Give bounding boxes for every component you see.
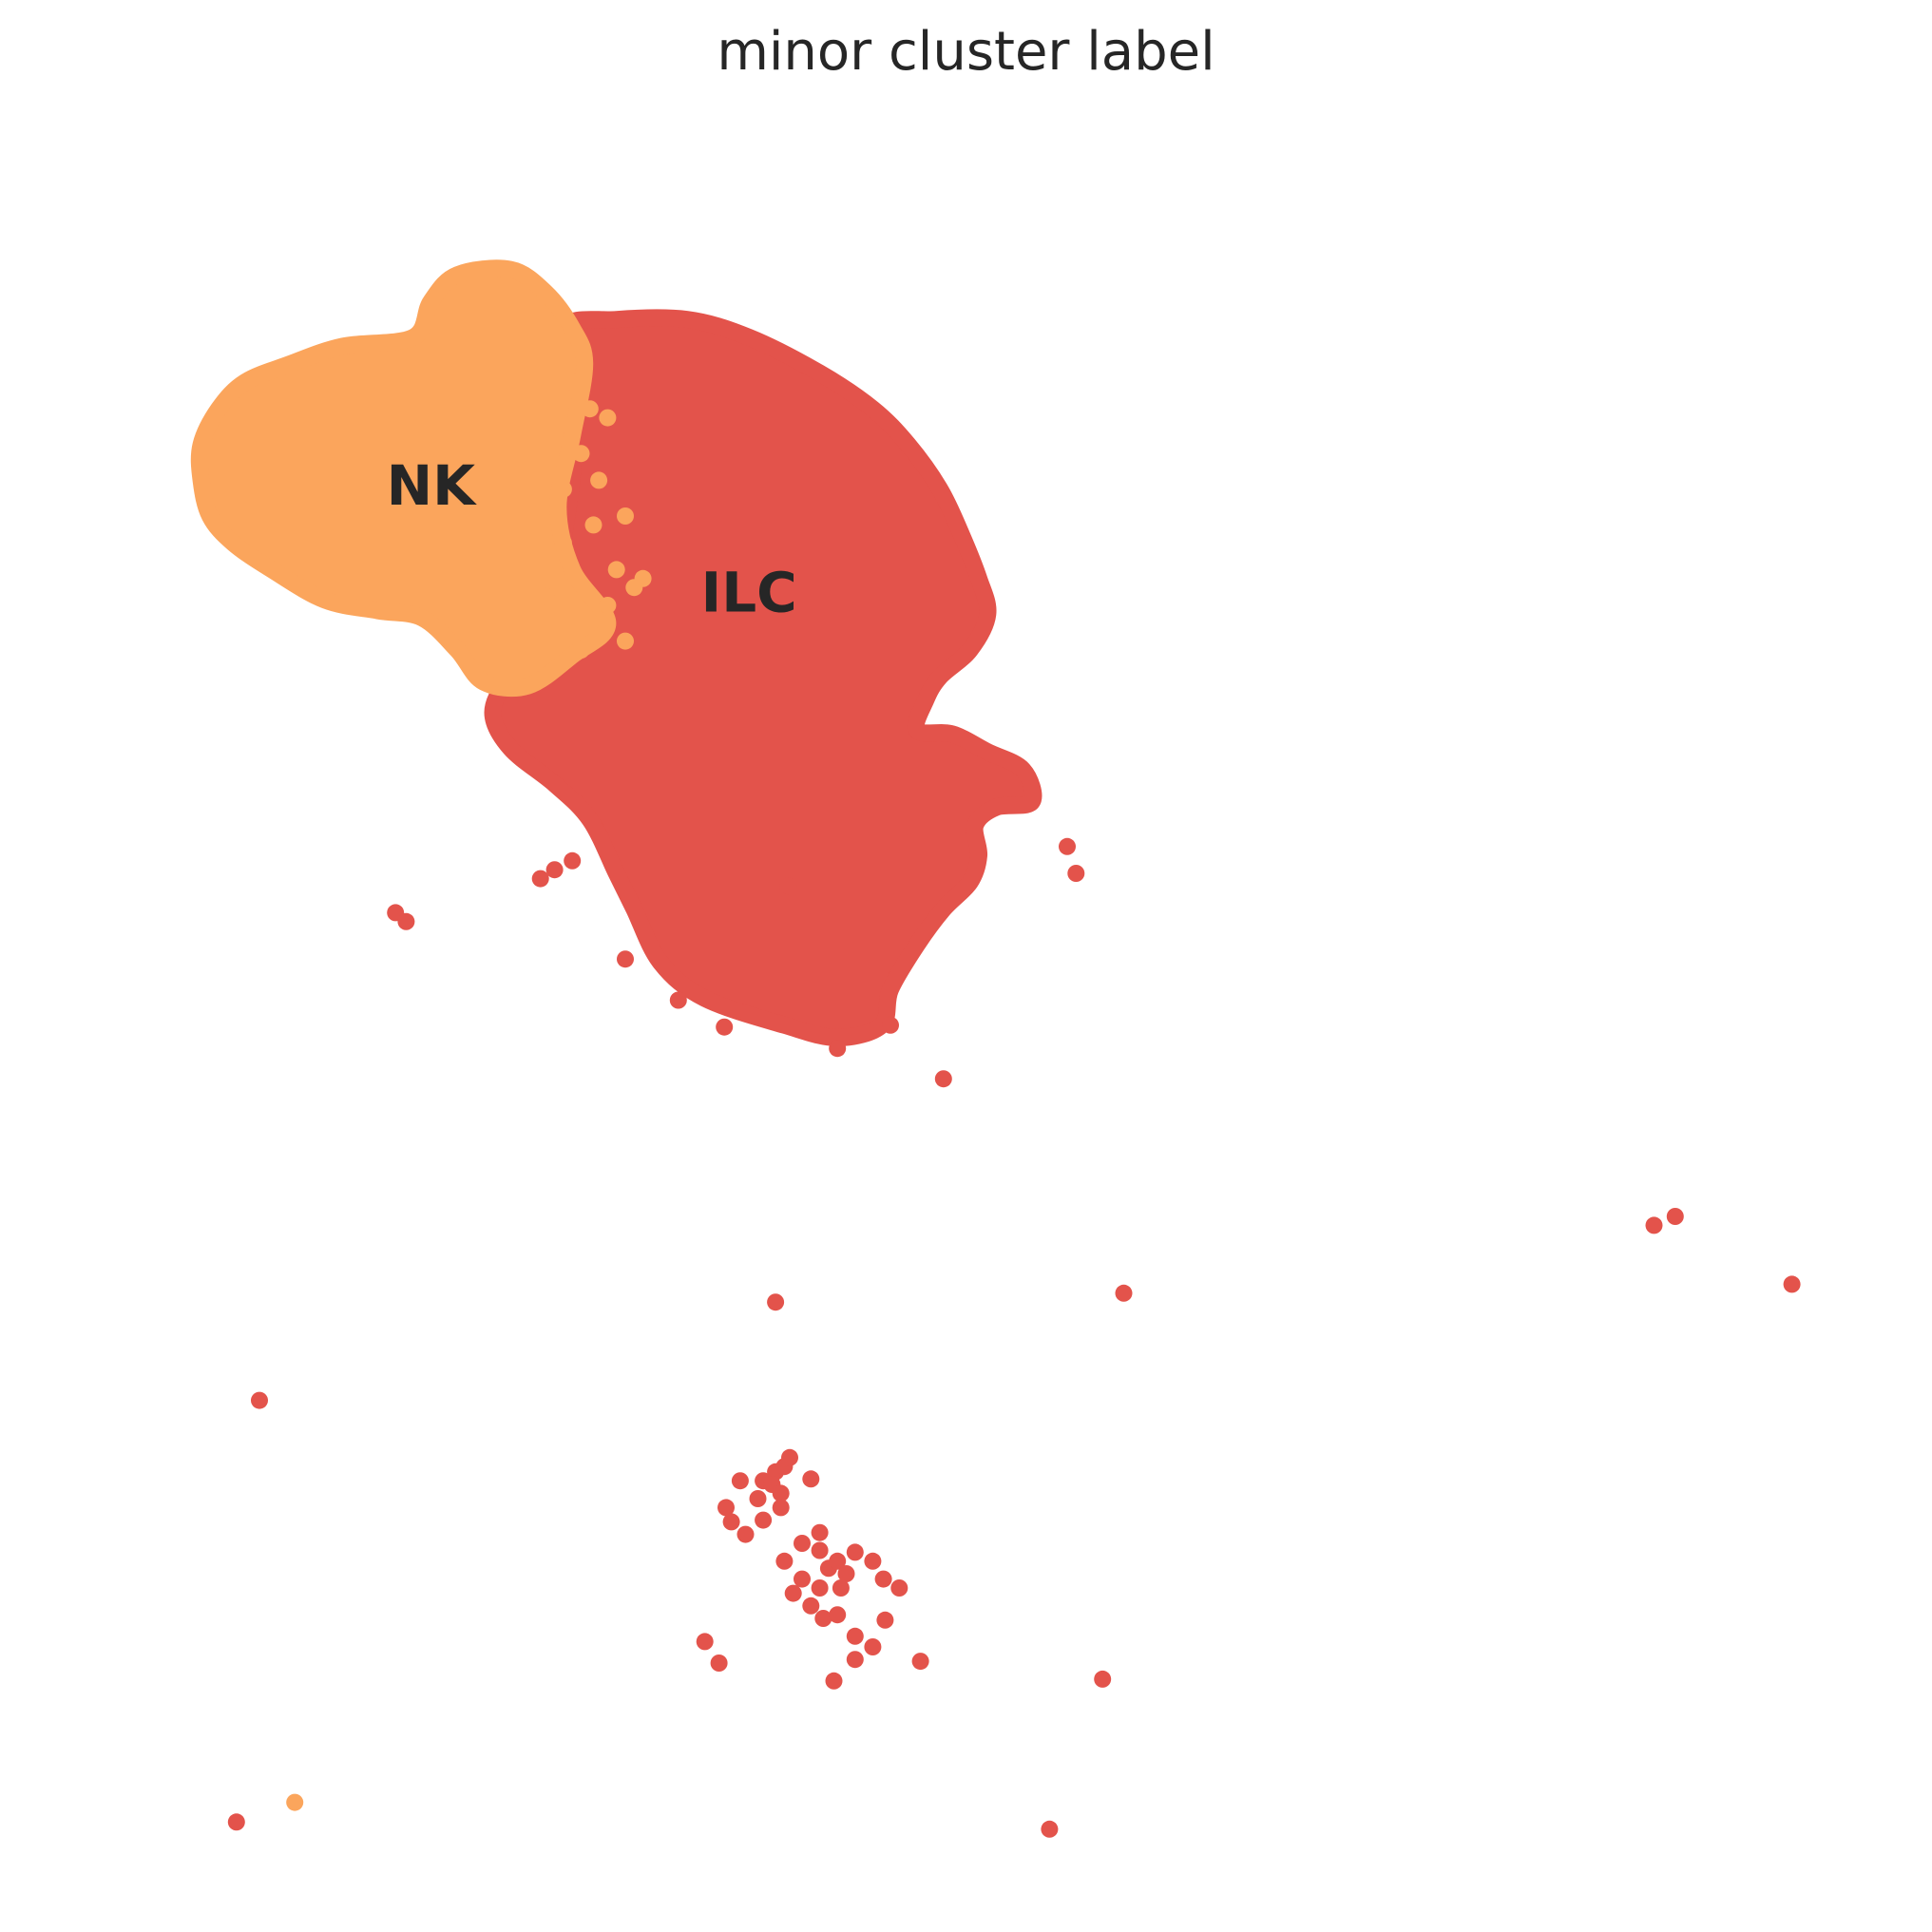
scatter-point — [846, 1651, 864, 1669]
scatter-point — [537, 587, 555, 605]
scatter-point — [846, 1543, 864, 1561]
scatter-point — [794, 1535, 811, 1552]
scatter-point — [717, 1499, 735, 1517]
scatter-point — [564, 851, 582, 870]
chart-title: minor cluster label — [717, 21, 1215, 83]
scatter-point — [554, 534, 572, 552]
scatter-point — [767, 1293, 785, 1311]
cluster-region-nk — [190, 259, 617, 698]
scatter-point — [731, 1472, 749, 1490]
scatter-point — [1041, 1820, 1059, 1838]
scatter-point — [911, 1653, 929, 1671]
scatter-point — [722, 1513, 740, 1531]
scatter-point — [251, 1391, 268, 1409]
scatter-point — [617, 632, 634, 650]
scatter-point — [710, 1655, 728, 1672]
scatter-point — [749, 1490, 767, 1507]
scatter-point — [772, 1499, 790, 1517]
scatter-point — [590, 471, 608, 489]
scatter-point — [794, 1570, 811, 1588]
scatter-point — [876, 1611, 894, 1629]
scatter-point — [802, 1470, 820, 1488]
scatter-point — [584, 516, 603, 534]
cluster-region-ilc — [484, 309, 1043, 1046]
scatter-point — [829, 1552, 847, 1570]
scatter-point — [572, 445, 590, 463]
scatter-point — [554, 480, 572, 498]
scatter-point — [617, 507, 634, 525]
scatter-point — [784, 1584, 802, 1602]
scatter-point — [814, 1610, 832, 1627]
scatter-point — [890, 1579, 909, 1597]
scatter-point — [531, 870, 549, 888]
scatter-point — [716, 1018, 734, 1036]
scatter-point — [572, 641, 590, 659]
scatter-point — [775, 1552, 794, 1570]
scatter-point — [811, 1541, 829, 1559]
scatter-point — [811, 1579, 829, 1597]
scatter-point — [634, 569, 652, 587]
scatter-point — [825, 1672, 843, 1690]
series-ilc — [227, 309, 1801, 1838]
scatter-point — [864, 1638, 882, 1655]
scatter-point — [781, 1448, 798, 1466]
scatter-point — [882, 1016, 899, 1034]
scatter-point — [874, 1570, 892, 1588]
scatter-point — [802, 1597, 820, 1615]
scatter-point — [581, 400, 599, 418]
scatter-point — [1067, 865, 1085, 882]
scatter-point — [1666, 1208, 1684, 1225]
scatter-point — [286, 1793, 304, 1811]
scatter-point — [864, 1552, 882, 1570]
scatter-point — [599, 597, 617, 614]
scatter-point — [934, 1070, 952, 1088]
scatter-point — [669, 991, 687, 1009]
scatter-point — [779, 877, 797, 895]
scatter-point — [397, 912, 415, 930]
scatter-point — [545, 861, 564, 879]
scatter-point — [1115, 1284, 1133, 1302]
cluster-label-nk: NK — [387, 453, 478, 518]
scatter-point — [755, 1511, 773, 1529]
scatter-point — [617, 950, 634, 968]
series-nk — [190, 259, 652, 1811]
scatter-point — [832, 1579, 850, 1597]
scatter-point — [227, 1813, 245, 1831]
scatter-point — [736, 1525, 755, 1543]
scatter-point — [837, 1565, 855, 1582]
scatter-point — [599, 409, 617, 427]
scatter-point — [564, 373, 582, 391]
scatter-point — [846, 1627, 864, 1645]
scatter-point — [1783, 1275, 1801, 1293]
scatter-point — [607, 561, 625, 579]
scatter-point — [772, 1484, 790, 1502]
cluster-label-ilc: ILC — [701, 561, 797, 625]
scatter-point — [829, 1606, 847, 1624]
scatter-point — [696, 1633, 714, 1651]
scatter-point — [1059, 837, 1076, 855]
scatter-point — [829, 1040, 847, 1058]
scatter-point — [1094, 1670, 1112, 1688]
scatter-point — [1645, 1216, 1663, 1234]
scatter-point — [811, 1523, 829, 1541]
